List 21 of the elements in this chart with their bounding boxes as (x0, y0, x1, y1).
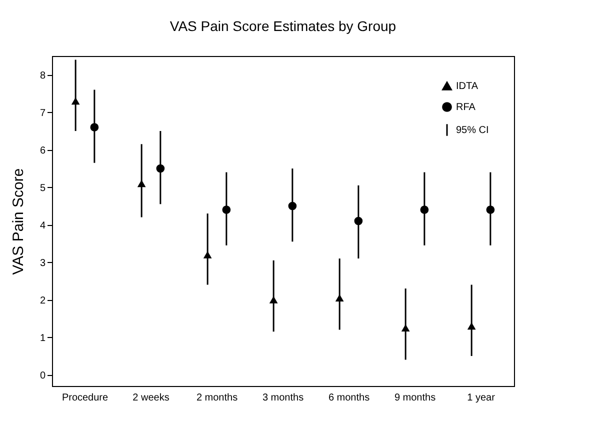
y-tick-label: 4 (40, 220, 46, 232)
y-tick-label: 6 (40, 145, 46, 156)
x-tick-label: 2 months (196, 392, 238, 404)
x-tick-label: 9 months (394, 392, 436, 404)
y-tick-label: 5 (40, 182, 46, 194)
chart-title: VAS Pain Score Estimates by Group (170, 18, 396, 34)
y-tick-label: 8 (40, 70, 46, 82)
y-tick-label: 3 (40, 258, 46, 269)
y-tick-label: 2 (40, 295, 46, 306)
annotation: 95% CI (456, 125, 489, 136)
x-tick-label: 6 months (328, 392, 370, 404)
y-axis-title: VAS Pain Score (10, 168, 27, 275)
x-tick-label: Procedure (62, 392, 109, 404)
x-tick-label: 1 year (467, 392, 496, 404)
y-tick-label: 0 (40, 370, 46, 382)
x-tick-label: 2 weeks (132, 392, 170, 404)
legend-label: IDTA (456, 81, 478, 92)
y-tick-label: 7 (40, 108, 46, 119)
y-tick-label: 1 (40, 332, 46, 344)
x-tick-label: 3 months (262, 392, 304, 404)
legend-label: RFA (456, 102, 476, 113)
